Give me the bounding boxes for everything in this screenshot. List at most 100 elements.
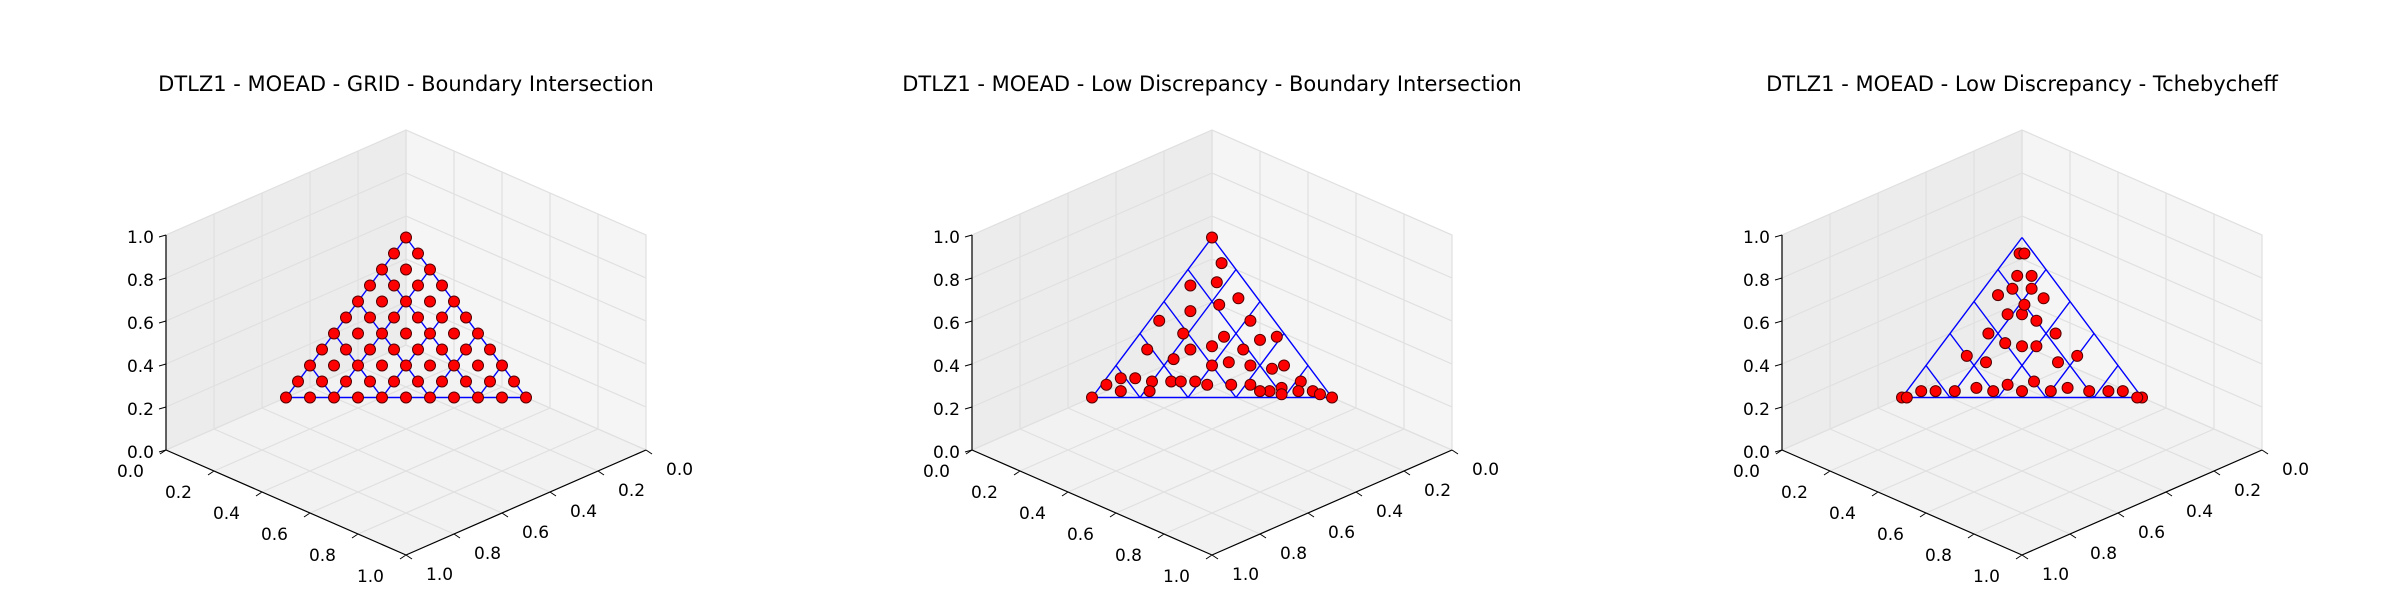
data-point	[400, 263, 412, 276]
x-tick	[1061, 491, 1069, 497]
grid-line	[309, 407, 551, 514]
grid-line	[971, 258, 1213, 365]
data-point	[1210, 276, 1223, 289]
y-tick-label: 1.0	[2042, 565, 2069, 585]
z-tick	[158, 363, 167, 367]
grid-line	[1115, 386, 1357, 493]
data-point	[352, 327, 364, 340]
y-tick-label: 0.2	[2234, 481, 2261, 501]
y-tick	[1211, 554, 1219, 560]
data-point	[1129, 372, 1142, 385]
data-point	[352, 391, 364, 404]
y-tick	[405, 554, 413, 560]
data-point	[1326, 391, 1338, 404]
y-tick-label: 0.8	[1280, 544, 1307, 564]
z-tick-label: 0.8	[1743, 271, 1770, 291]
data-point	[1086, 391, 1098, 404]
data-point	[1270, 330, 1283, 343]
data-point	[1201, 378, 1214, 391]
data-point	[2102, 385, 2115, 398]
x-tick	[255, 491, 263, 497]
x-tick	[399, 554, 407, 560]
data-point	[448, 391, 460, 404]
z-tick	[964, 277, 973, 281]
data-point	[436, 375, 448, 388]
data-point	[352, 295, 364, 308]
grid-line	[405, 258, 647, 365]
data-point	[400, 231, 412, 244]
data-point	[1999, 337, 2012, 350]
data-point	[436, 279, 448, 292]
y-tick-label: 0.4	[570, 502, 597, 522]
grid-line	[1925, 407, 2167, 514]
z-tick	[158, 406, 167, 410]
x-tick	[1823, 470, 1831, 476]
y-tick-label: 0.8	[474, 544, 501, 564]
wireframe-line	[2021, 237, 2143, 398]
x-tick-label: 1.0	[357, 567, 384, 587]
y-tick-label: 0.2	[1424, 481, 1451, 501]
data-point	[436, 311, 448, 324]
subplot: DTLZ1 - MOEAD - Low Discrepancy - Bounda…	[902, 72, 1522, 587]
data-point	[472, 327, 484, 340]
y-axis-line	[2021, 449, 2263, 556]
grid-line	[1211, 172, 1453, 279]
data-point	[1948, 385, 1961, 398]
y-tick	[2021, 554, 2029, 560]
data-point	[2001, 378, 2014, 391]
x-tick-label: 0.6	[1067, 525, 1094, 545]
data-point	[424, 359, 436, 372]
data-point	[1184, 305, 1197, 318]
z-tick-label: 0.6	[127, 314, 154, 334]
grid-line	[165, 258, 407, 365]
grid-line	[1877, 407, 2119, 514]
data-point	[388, 311, 400, 324]
data-point	[460, 311, 472, 324]
data-point	[424, 263, 436, 276]
grid-line	[1973, 428, 2215, 535]
z-tick	[158, 277, 167, 281]
x-tick-label: 0.0	[117, 462, 144, 482]
x-tick-label: 0.2	[165, 483, 192, 503]
data-point	[472, 391, 484, 404]
data-point	[328, 359, 340, 372]
data-point	[2030, 340, 2043, 353]
z-tick	[1774, 363, 1783, 367]
data-point	[1184, 343, 1197, 356]
data-point	[388, 375, 400, 388]
y-tick-label: 0.6	[2138, 523, 2165, 543]
y-tick-label: 0.0	[2282, 460, 2309, 480]
grid-line	[1067, 407, 1309, 514]
data-point	[1237, 343, 1250, 356]
data-point	[436, 343, 448, 356]
data-point	[2030, 314, 2043, 327]
z-tick	[1774, 320, 1783, 324]
x-tick	[1109, 512, 1117, 518]
data-point	[1100, 378, 1113, 391]
z-tick	[964, 320, 973, 324]
data-point	[520, 391, 532, 404]
z-tick-label: 1.0	[127, 228, 154, 248]
data-point	[1915, 385, 1928, 398]
x-axis-line	[1781, 449, 2023, 556]
x-tick-label: 0.4	[1019, 504, 1046, 524]
data-point	[2001, 308, 2014, 321]
grid-line	[2021, 258, 2263, 365]
grid-line	[1829, 428, 2071, 535]
data-point	[400, 391, 412, 404]
data-point	[2116, 385, 2129, 398]
data-point	[316, 375, 328, 388]
y-tick	[2165, 491, 2173, 497]
z-tick-label: 0.2	[933, 400, 960, 420]
z-tick-label: 0.8	[933, 271, 960, 291]
y-tick	[2261, 449, 2269, 455]
y-tick	[2117, 512, 2125, 518]
z-tick-label: 0.0	[933, 443, 960, 463]
data-point	[376, 391, 388, 404]
x-tick-label: 1.0	[1973, 567, 2000, 587]
data-point	[1222, 356, 1235, 369]
grid-line	[405, 129, 647, 236]
data-point	[1244, 314, 1257, 327]
data-point	[2052, 356, 2064, 369]
